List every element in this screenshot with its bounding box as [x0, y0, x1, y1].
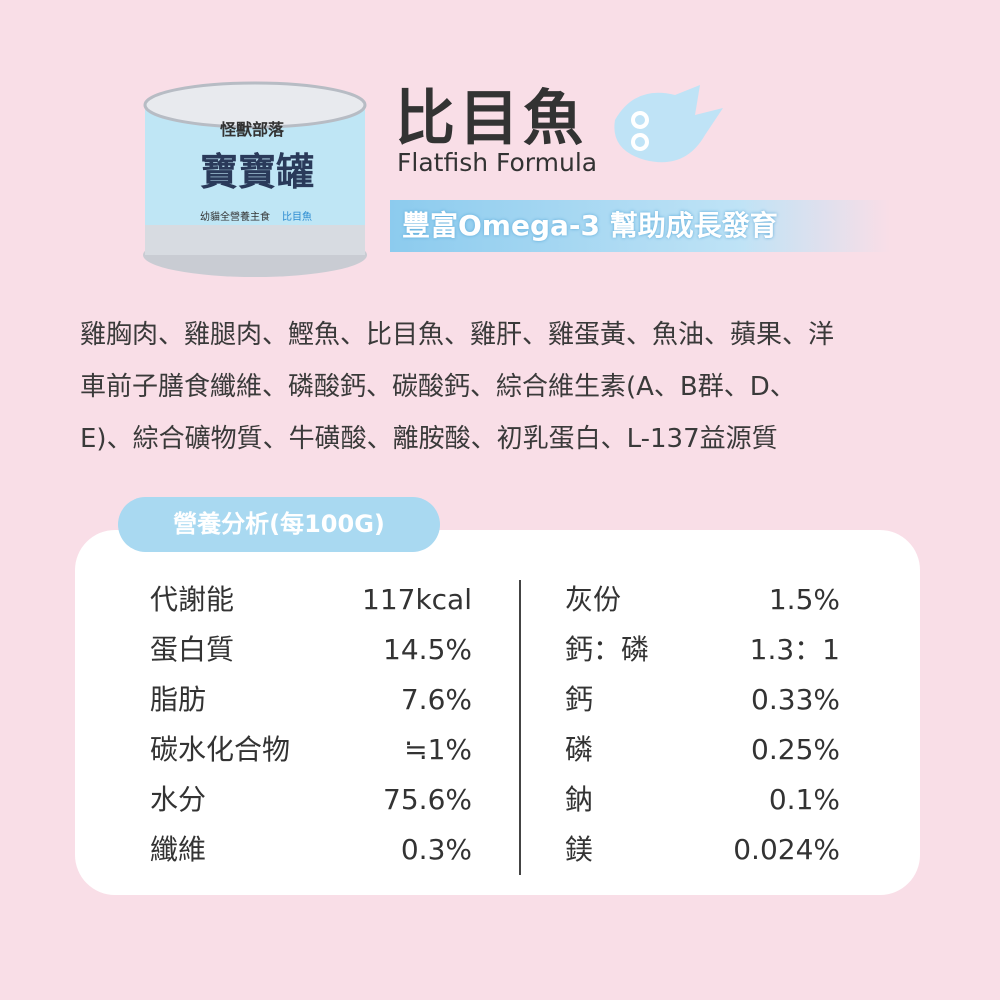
- nutrient-value: 0.3%: [400, 833, 472, 866]
- title: 比目魚: [395, 84, 587, 154]
- product-can: 怪獸部落 寶寶罐 幼貓全營養主食 比目魚: [143, 81, 367, 277]
- fish-icon: [614, 85, 723, 163]
- nutrient-name: 磷: [565, 733, 594, 766]
- can-brand: 怪獸部落: [220, 120, 285, 139]
- nutrient-value: 117kcal: [362, 583, 472, 616]
- nutrient-value: 0.1%: [768, 783, 840, 816]
- nutrient-name: 鈣: [565, 683, 594, 716]
- can-label: 幼貓全營養主食: [200, 210, 270, 223]
- ingredients-line: E)、綜合礦物質、牛磺酸、離胺酸、初乳蛋白、L-137益源質: [80, 424, 778, 454]
- nutrient-name: 水分: [150, 783, 207, 816]
- subtitle: Flatfish Formula: [397, 148, 598, 177]
- nutrient-value: 7.6%: [400, 683, 472, 716]
- nutrition-card: [75, 530, 920, 895]
- ingredients-line: 雞胸肉、雞腿肉、鰹魚、比目魚、雞肝、雞蛋黃、魚油、蘋果、洋: [80, 320, 835, 350]
- nutrient-name: 碳水化合物: [150, 733, 291, 766]
- can-flavor: 比目魚: [282, 210, 312, 223]
- nutrient-name: 灰份: [565, 583, 622, 616]
- can-name: 寶寶罐: [200, 150, 314, 194]
- tagline: 豐富Omega-3 幫助成長發育: [390, 200, 890, 252]
- nutrient-value: ≒1%: [404, 733, 472, 766]
- nutrient-value: 14.5%: [383, 633, 472, 666]
- nutrient-value: 0.25%: [751, 733, 840, 766]
- nutrient-value: 1.5%: [768, 583, 840, 616]
- ingredients-line: 車前子膳食纖維、磷酸鈣、碳酸鈣、綜合維生素(A、B群、D、: [80, 372, 796, 402]
- nutrient-value: 1.3：1: [749, 633, 840, 666]
- nutrient-name: 鈣：磷: [565, 633, 650, 666]
- divider: [519, 580, 521, 875]
- nutrient-name: 蛋白質: [150, 633, 235, 666]
- nutrient-value: 75.6%: [383, 783, 472, 816]
- nutrient-name: 脂肪: [150, 683, 207, 716]
- nutrient-name: 鎂: [565, 833, 594, 866]
- nutrient-name: 鈉: [565, 783, 594, 816]
- nutrient-value: 0.33%: [751, 683, 840, 716]
- nutrient-name: 代謝能: [150, 583, 235, 616]
- nutrient-name: 纖維: [150, 833, 207, 866]
- nutrient-value: 0.024%: [733, 833, 840, 866]
- nutrition-title: 營養分析(每100G): [118, 497, 440, 552]
